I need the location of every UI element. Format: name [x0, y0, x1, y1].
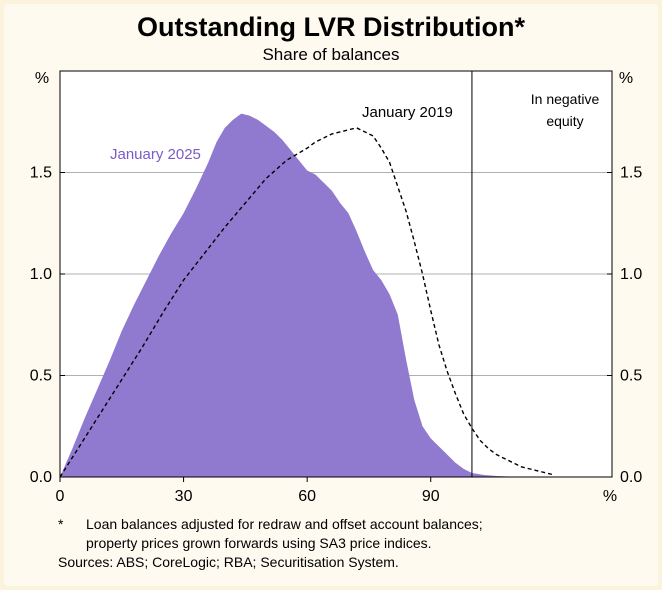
y-tick-label-right: 0.5: [620, 368, 642, 385]
footnotes: * Loan balances adjusted for redraw and …: [58, 515, 638, 572]
x-tick-label: 0: [56, 488, 65, 505]
y-unit-left: %: [35, 70, 49, 87]
negative-equity-label: In negative: [531, 91, 600, 107]
chart-title: Outstanding LVR Distribution*: [137, 12, 525, 42]
y-tick-label-right: 1.5: [620, 165, 642, 182]
x-unit-label: %: [603, 488, 617, 505]
series-line-january-2019: [59, 127, 555, 478]
y-tick-label-right: 0.0: [620, 469, 642, 486]
footnote-text: Loan balances adjusted for redraw and of…: [86, 516, 483, 551]
negative-equity-label: equity: [546, 113, 583, 129]
y-tick-label-right: 1.0: [620, 266, 642, 283]
series-area-january-2025: [60, 113, 555, 477]
x-tick-label: 90: [422, 488, 440, 505]
label-january-2019: January 2019: [362, 104, 453, 121]
y-tick-label-left: 0.0: [30, 469, 52, 486]
chart-subtitle: Share of balances: [262, 45, 400, 64]
y-unit-right: %: [619, 70, 633, 87]
y-tick-label-left: 0.5: [30, 368, 52, 385]
sources-text: Sources: ABS; CoreLogic; RBA; Securitisa…: [58, 554, 399, 570]
label-january-2025: January 2025: [110, 146, 201, 163]
x-tick-label: 30: [175, 488, 193, 505]
x-tick-label: 60: [298, 488, 316, 505]
y-tick-label-left: 1.0: [30, 266, 52, 283]
footnote-marker: *: [58, 516, 64, 532]
y-tick-label-left: 1.5: [30, 165, 52, 182]
